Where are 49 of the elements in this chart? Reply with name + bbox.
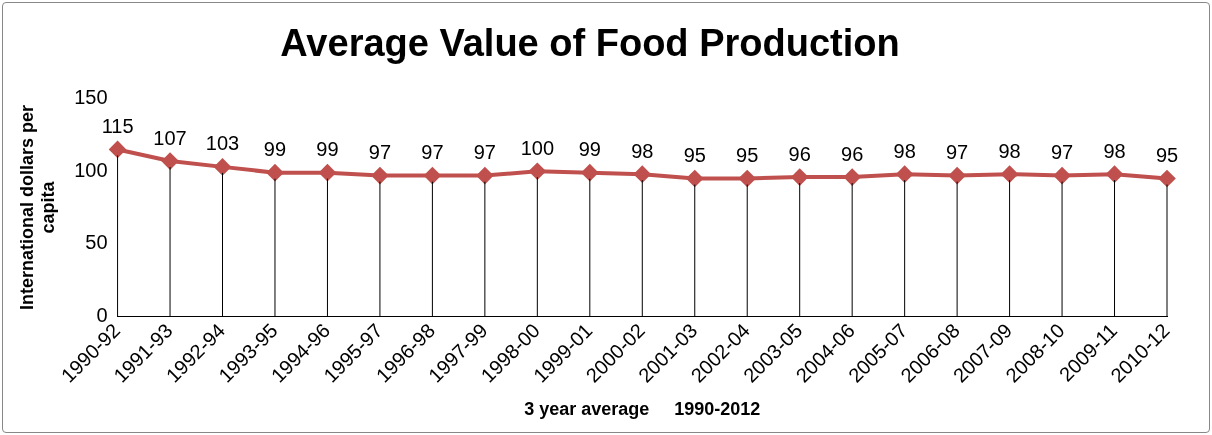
data-label: 98 (998, 139, 1021, 162)
point (319, 164, 336, 181)
y-tick-label: 50 (85, 231, 108, 254)
point (214, 158, 231, 175)
point (1054, 167, 1071, 184)
point (1159, 170, 1175, 187)
data-label: 97 (368, 141, 392, 164)
y-tick-label: 150 (74, 86, 108, 109)
data-label: 95 (1155, 144, 1179, 167)
point (1001, 166, 1018, 183)
y-tick-label: 0 (96, 304, 108, 327)
data-label: 99 (578, 138, 601, 161)
point (581, 164, 598, 181)
data-label: 98 (1103, 139, 1126, 162)
data-label: 99 (263, 138, 287, 161)
data-label: 97 (1050, 141, 1074, 164)
point (162, 153, 179, 170)
x-axis-title: 3 year average 1990-2012 (524, 399, 761, 420)
point (739, 170, 756, 187)
data-label: 99 (316, 138, 339, 161)
data-label: 98 (631, 139, 654, 162)
y-axis-title: International dollars per capita (16, 105, 59, 311)
data-label: 97 (945, 141, 969, 164)
data-label: 95 (683, 144, 706, 167)
point (1106, 166, 1123, 183)
point (686, 170, 703, 187)
data-label: 97 (421, 141, 444, 164)
point (476, 167, 493, 184)
data-label: 96 (841, 142, 864, 165)
data-label: 107 (153, 126, 187, 149)
chart-title: Average Value of Food Production (280, 22, 900, 65)
data-label: 97 (473, 141, 496, 164)
point (791, 169, 808, 186)
point (371, 167, 388, 184)
point (109, 141, 126, 158)
y-tick-label: 100 (74, 158, 108, 181)
point (949, 167, 966, 184)
point (424, 167, 441, 184)
point (844, 169, 861, 186)
data-label: 95 (736, 144, 759, 167)
data-label: 100 (520, 136, 555, 159)
point (896, 166, 913, 183)
point (634, 166, 651, 183)
point (266, 164, 283, 181)
data-label: 115 (101, 114, 134, 137)
data-label: 103 (205, 132, 240, 155)
data-label: 96 (788, 142, 811, 165)
data-label: 98 (893, 139, 916, 162)
point (529, 163, 546, 180)
